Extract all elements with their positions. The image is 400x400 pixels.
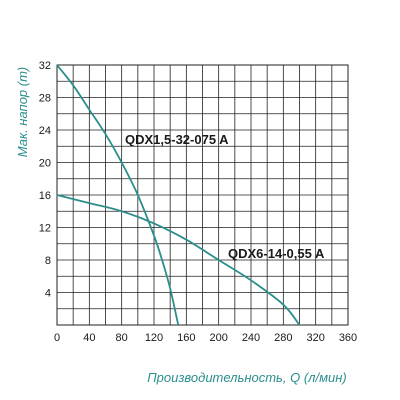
series-label-qdx6-14: QDX6-14-0,55 A: [228, 246, 325, 261]
x-tick-label: 320: [306, 332, 324, 344]
chart-curves: [56, 64, 301, 326]
y-axis-ticks: 4 8 12 16 20 24 28 32: [39, 60, 51, 300]
x-axis-label: Производительность, Q (л/мин): [147, 370, 347, 385]
y-tick-label: 4: [45, 288, 51, 300]
y-tick-label: 16: [39, 190, 51, 202]
x-tick-label: 280: [274, 332, 292, 344]
y-tick-label: 24: [39, 125, 51, 137]
x-tick-label: 360: [339, 332, 357, 344]
y-tick-label: 28: [39, 93, 51, 105]
y-tick-label: 12: [39, 223, 51, 235]
y-axis-label: Мак. напор (m): [15, 67, 30, 158]
x-tick-label: 160: [177, 332, 195, 344]
x-tick-label: 80: [116, 332, 128, 344]
y-tick-label: 20: [39, 158, 51, 170]
series-line-0: [56, 64, 180, 326]
y-tick-label: 8: [45, 255, 51, 267]
y-tick-label: 32: [39, 60, 51, 72]
series-label-qdx1-5: QDX1,5-32-075 A: [125, 132, 229, 147]
x-tick-label: 120: [145, 332, 163, 344]
chart-grid: [56, 64, 349, 326]
x-tick-label: 40: [83, 332, 95, 344]
x-tick-label: 240: [242, 332, 260, 344]
series-line-1: [56, 194, 301, 326]
x-axis-ticks: 0 40 80 120 160 200 240 280 320 360: [54, 332, 357, 344]
x-tick-label: 0: [54, 332, 60, 344]
x-tick-label: 200: [209, 332, 227, 344]
